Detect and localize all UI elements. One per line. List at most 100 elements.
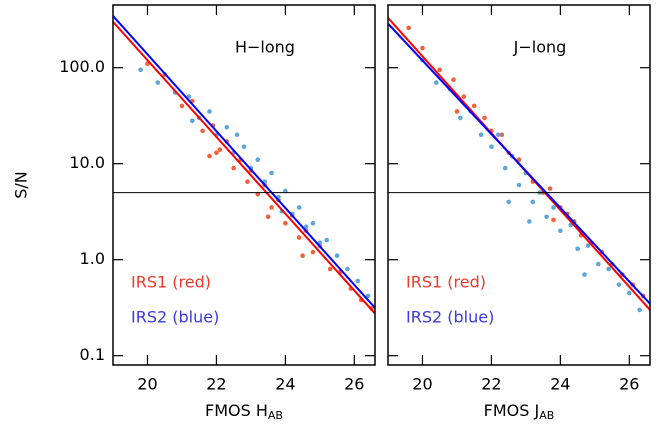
point bbox=[406, 25, 411, 31]
point bbox=[327, 266, 333, 272]
point bbox=[265, 214, 271, 220]
point bbox=[179, 103, 185, 109]
point bbox=[551, 205, 556, 210]
point bbox=[224, 124, 230, 130]
point bbox=[245, 179, 250, 184]
point bbox=[558, 228, 563, 234]
y-tick-label: 1.0 bbox=[80, 249, 105, 268]
x-axis-label: FMOS HAB bbox=[205, 401, 283, 423]
x-label-main: FMOS J bbox=[484, 401, 540, 420]
point bbox=[269, 170, 274, 176]
point bbox=[499, 132, 505, 138]
point bbox=[255, 157, 261, 163]
y-axis-label: S/N bbox=[12, 171, 31, 199]
y-tick-label: 10.0 bbox=[69, 153, 105, 172]
point bbox=[300, 253, 305, 259]
point bbox=[527, 219, 532, 224]
point bbox=[296, 235, 302, 240]
panel: 0.1 1.0 10.0 100.0 20 22 24 26 FMOS HAB S/N H−long… bbox=[12, 4, 376, 423]
point bbox=[207, 153, 212, 159]
point bbox=[547, 186, 553, 191]
legend-label: IRS1 (red) bbox=[406, 273, 486, 292]
point bbox=[575, 246, 580, 252]
x-label-sub: AB bbox=[268, 409, 283, 422]
plot-area bbox=[113, 15, 375, 315]
fit-line bbox=[113, 15, 375, 309]
point bbox=[189, 118, 195, 124]
x-label-sub: AB bbox=[539, 409, 554, 422]
point bbox=[616, 282, 622, 287]
point bbox=[496, 132, 501, 138]
point bbox=[489, 144, 494, 150]
plot-area bbox=[388, 17, 650, 313]
point bbox=[310, 249, 316, 255]
point bbox=[234, 132, 240, 138]
point bbox=[627, 290, 632, 296]
point bbox=[200, 128, 205, 134]
x-tick-label: 26 bbox=[619, 375, 639, 394]
point bbox=[454, 109, 460, 114]
fit-line bbox=[113, 21, 375, 315]
x-label-main: FMOS H bbox=[205, 401, 268, 420]
point bbox=[420, 45, 425, 51]
point bbox=[606, 266, 611, 272]
point bbox=[283, 220, 288, 226]
point bbox=[269, 205, 274, 210]
point bbox=[478, 132, 484, 138]
point bbox=[355, 278, 361, 284]
point bbox=[582, 272, 587, 277]
point bbox=[516, 157, 522, 163]
x-tick-label: 20 bbox=[412, 375, 432, 394]
legend-label: IRS2 (blue) bbox=[406, 308, 494, 327]
point bbox=[345, 266, 350, 272]
point bbox=[637, 307, 642, 313]
fit-line bbox=[388, 22, 650, 305]
x-tick-label: 22 bbox=[206, 375, 226, 394]
point bbox=[451, 77, 456, 83]
x-axis-label: FMOS JAB bbox=[484, 401, 555, 423]
point bbox=[461, 94, 467, 99]
point bbox=[310, 220, 316, 226]
point bbox=[433, 80, 439, 85]
point bbox=[255, 192, 261, 197]
y-tick-label: 0.1 bbox=[80, 345, 105, 364]
point bbox=[544, 214, 549, 220]
x-tick-label: 20 bbox=[137, 375, 157, 394]
point bbox=[595, 261, 601, 267]
panel-annotation: J−long bbox=[513, 38, 567, 57]
point bbox=[214, 150, 219, 156]
point bbox=[502, 165, 508, 171]
y-tick-label: 100.0 bbox=[59, 57, 105, 76]
point bbox=[303, 224, 309, 230]
panel-annotation: H−long bbox=[235, 38, 295, 57]
point bbox=[231, 165, 236, 171]
point bbox=[458, 115, 463, 121]
x-tick-label: 26 bbox=[344, 375, 364, 394]
panel: 20 22 24 26 FMOS JAB J−long IRS1 (red) IRS2 (bl… bbox=[387, 4, 651, 423]
point bbox=[506, 199, 511, 205]
point bbox=[471, 103, 477, 109]
point bbox=[365, 293, 371, 299]
point bbox=[138, 67, 143, 73]
frame bbox=[112, 4, 376, 366]
point bbox=[217, 147, 223, 152]
x-tick-label: 24 bbox=[550, 375, 570, 394]
legend-label: IRS1 (red) bbox=[131, 273, 211, 292]
x-tick-label: 22 bbox=[481, 375, 501, 394]
point bbox=[585, 243, 591, 248]
legend-label: IRS2 (blue) bbox=[131, 308, 219, 327]
point bbox=[241, 144, 247, 150]
point bbox=[551, 217, 556, 223]
point bbox=[296, 205, 302, 210]
point bbox=[324, 237, 330, 243]
point bbox=[155, 80, 161, 85]
point bbox=[207, 109, 212, 114]
point bbox=[334, 253, 340, 259]
point bbox=[516, 182, 522, 188]
point bbox=[437, 67, 443, 73]
point bbox=[482, 115, 487, 121]
x-tick-label: 24 bbox=[275, 375, 295, 394]
point bbox=[530, 199, 536, 205]
frame bbox=[387, 4, 651, 366]
